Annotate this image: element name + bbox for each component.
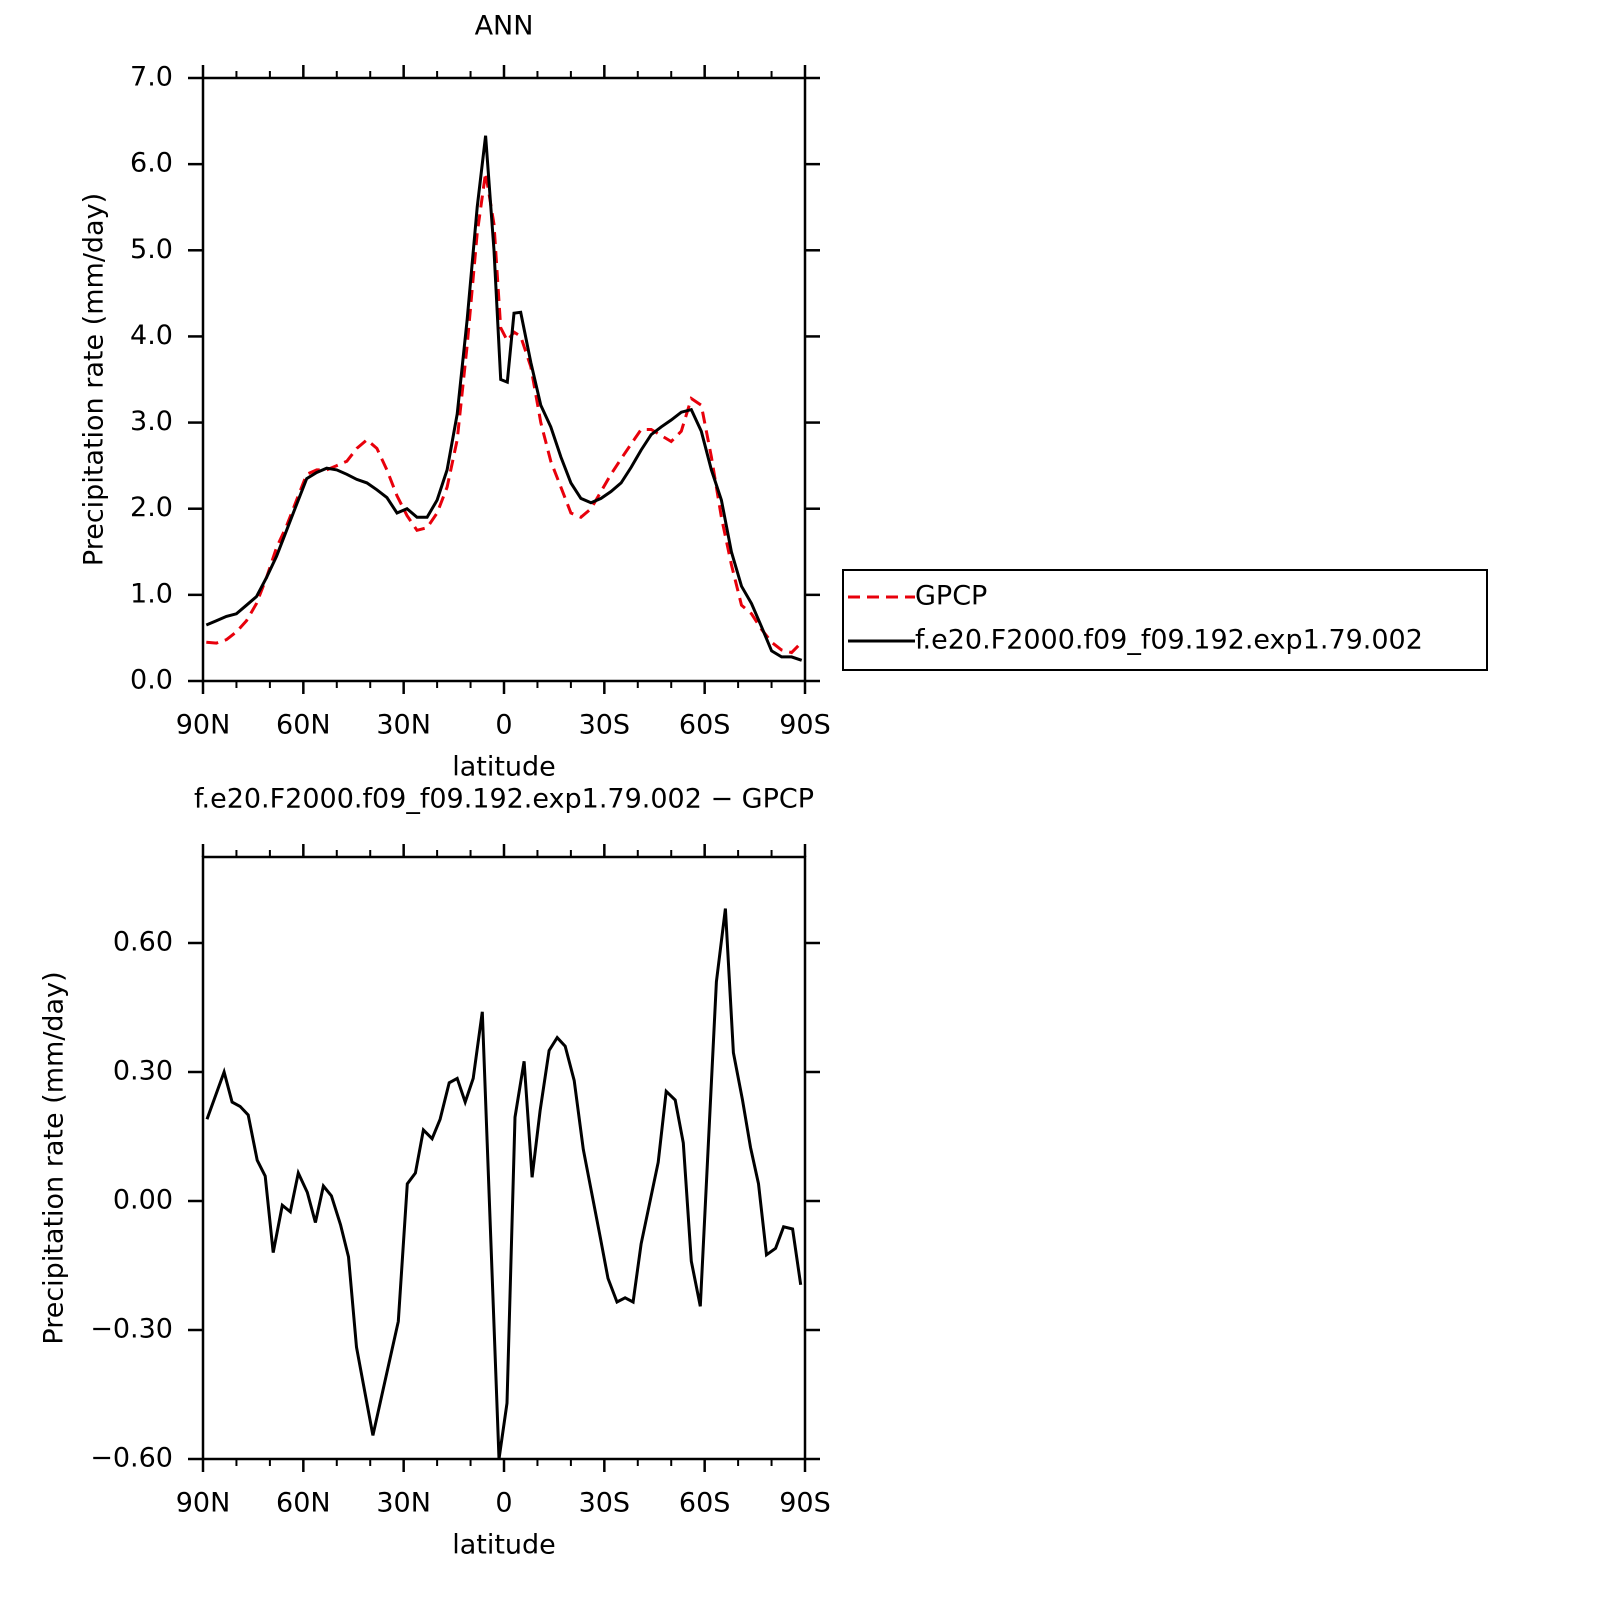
x-tick-label: 60S xyxy=(679,1488,731,1519)
chart-title: ANN xyxy=(475,11,534,42)
x-axis-label: latitude xyxy=(452,1530,556,1561)
y-tick-label: 4.0 xyxy=(130,320,173,351)
y-tick-label: 7.0 xyxy=(130,62,173,93)
x-axis-label: latitude xyxy=(452,752,556,783)
legend-label: f.e20.F2000.f09_f09.192.exp1.79.002 xyxy=(915,625,1423,656)
data-line xyxy=(206,172,803,655)
x-tick-label: 60N xyxy=(276,710,331,741)
y-tick-label: −0.60 xyxy=(90,1443,173,1474)
legend: GPCP f.e20.F2000.f09_f09.192.exp1.79.002 xyxy=(842,569,1488,671)
y-tick-label: 1.0 xyxy=(130,578,173,609)
x-tick-label: 90N xyxy=(176,710,231,741)
data-line xyxy=(205,908,803,1460)
y-tick-label: −0.30 xyxy=(90,1314,173,1345)
y-tick-label: 2.0 xyxy=(130,492,173,523)
x-tick-label: 60N xyxy=(276,1488,331,1519)
x-tick-label: 0 xyxy=(495,1488,512,1519)
x-tick-label: 30N xyxy=(376,1488,431,1519)
legend-box xyxy=(842,569,1488,671)
y-tick-label: 0.60 xyxy=(113,927,173,958)
x-tick-label: 60S xyxy=(679,710,731,741)
y-axis-label: Precipitation rate (mm/day) xyxy=(39,971,70,1344)
y-tick-label: 0.00 xyxy=(113,1185,173,1216)
y-tick-label: 0.0 xyxy=(130,665,173,696)
plot-frame xyxy=(201,855,807,1461)
y-tick-label: 0.30 xyxy=(113,1056,173,1087)
y-tick-label: 6.0 xyxy=(130,148,173,179)
x-tick-label: 90N xyxy=(176,1488,231,1519)
x-tick-label: 30S xyxy=(579,1488,631,1519)
data-line xyxy=(205,135,803,662)
x-tick-label: 0 xyxy=(495,710,512,741)
y-axis-label: Precipitation rate (mm/day) xyxy=(79,193,110,566)
x-tick-label: 30N xyxy=(376,710,431,741)
y-tick-label: 3.0 xyxy=(130,406,173,437)
chart-title: f.e20.F2000.f09_f09.192.exp1.79.002 − GP… xyxy=(194,784,814,815)
y-tick-label: 5.0 xyxy=(130,234,173,265)
legend-label: GPCP xyxy=(915,581,987,612)
x-tick-label: 90S xyxy=(779,1488,831,1519)
x-tick-label: 30S xyxy=(579,710,631,741)
x-tick-label: 90S xyxy=(779,710,831,741)
plot-frame xyxy=(201,76,807,683)
